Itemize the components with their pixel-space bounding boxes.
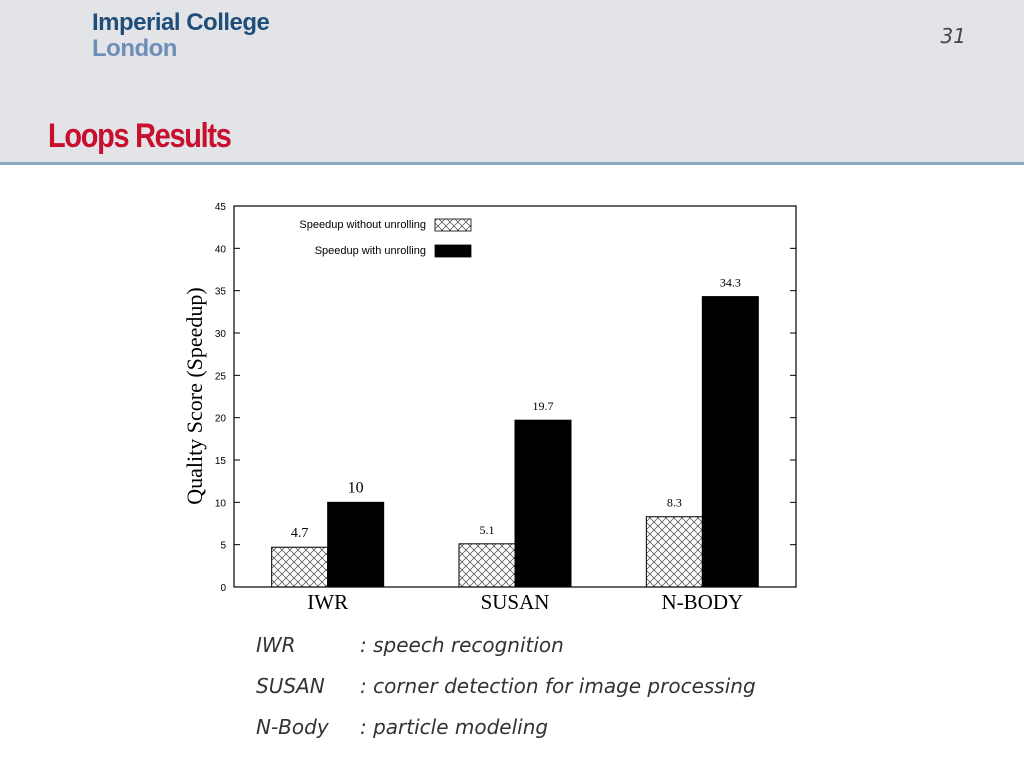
y-axis-label: Quality Score (Speedup): [182, 287, 207, 505]
benchmark-descriptions: IWR : speech recognition SUSAN : corner de…: [256, 631, 756, 754]
header-divider: [0, 162, 1024, 165]
benchmark-item: N-Body : particle modeling: [256, 713, 756, 754]
y-tick-label: 35: [215, 287, 227, 298]
benchmark-description: : corner detection for image processing: [360, 674, 756, 698]
bar-without-unrolling: [458, 543, 516, 588]
y-tick-label: 30: [215, 329, 227, 340]
y-tick-label: 5: [220, 541, 226, 552]
benchmark-name: N-Body: [256, 715, 329, 739]
benchmark-name: SUSAN: [256, 674, 325, 698]
y-tick-label: 20: [215, 414, 227, 425]
bar-value-label: 4.7: [291, 526, 309, 541]
legend-swatch-without-unrolling: [434, 218, 472, 232]
bar-with-unrolling: [514, 419, 572, 588]
y-tick-label: 40: [215, 244, 227, 255]
y-tick-label: 25: [215, 371, 227, 382]
page-number: 31: [940, 24, 966, 48]
y-tick-label: 15: [215, 456, 227, 467]
y-tick-label: 45: [215, 202, 227, 213]
bar-value-label: 5.1: [480, 523, 495, 537]
imperial-college-logo: Imperial College London: [92, 9, 270, 62]
legend-label-with-unrolling: Speedup with unrolling: [315, 245, 426, 257]
benchmark-item: IWR : speech recognition: [256, 631, 756, 672]
y-tick-label: 10: [215, 498, 227, 509]
logo-line-2: London: [92, 35, 177, 62]
slide-header: Imperial College London 31 Loops Results: [0, 0, 1024, 162]
benchmark-item: SUSAN : corner detection for image proces…: [256, 672, 756, 713]
benchmark-name: IWR: [256, 633, 296, 657]
benchmark-description: : particle modeling: [360, 715, 549, 739]
bar-value-label: 19.7: [533, 399, 554, 413]
bar-with-unrolling: [327, 501, 385, 588]
bar-without-unrolling: [645, 516, 703, 588]
x-category-label: SUSAN: [481, 590, 550, 614]
bar-value-label: 8.3: [667, 496, 682, 510]
bar-value-label: 34.3: [720, 276, 741, 290]
x-category-label: IWR: [307, 590, 348, 614]
bar-value-label: 10: [348, 479, 364, 496]
x-category-label: N-BODY: [661, 590, 743, 614]
slide-title: Loops Results: [48, 117, 232, 155]
legend-label-without-unrolling: Speedup without unrolling: [299, 219, 426, 231]
benchmark-description: : speech recognition: [360, 633, 564, 657]
speedup-bar-chart: 4.7 10 5.1 19.7 8.3 34.3 Quality Score (Speed…: [182, 202, 797, 614]
bar-without-unrolling: [271, 546, 329, 588]
y-tick-label: 0: [220, 583, 226, 594]
legend-swatch-with-unrolling: [434, 244, 472, 258]
plot-frame: [233, 205, 797, 588]
logo-line-1: Imperial College: [92, 9, 270, 36]
bar-with-unrolling: [701, 296, 759, 588]
